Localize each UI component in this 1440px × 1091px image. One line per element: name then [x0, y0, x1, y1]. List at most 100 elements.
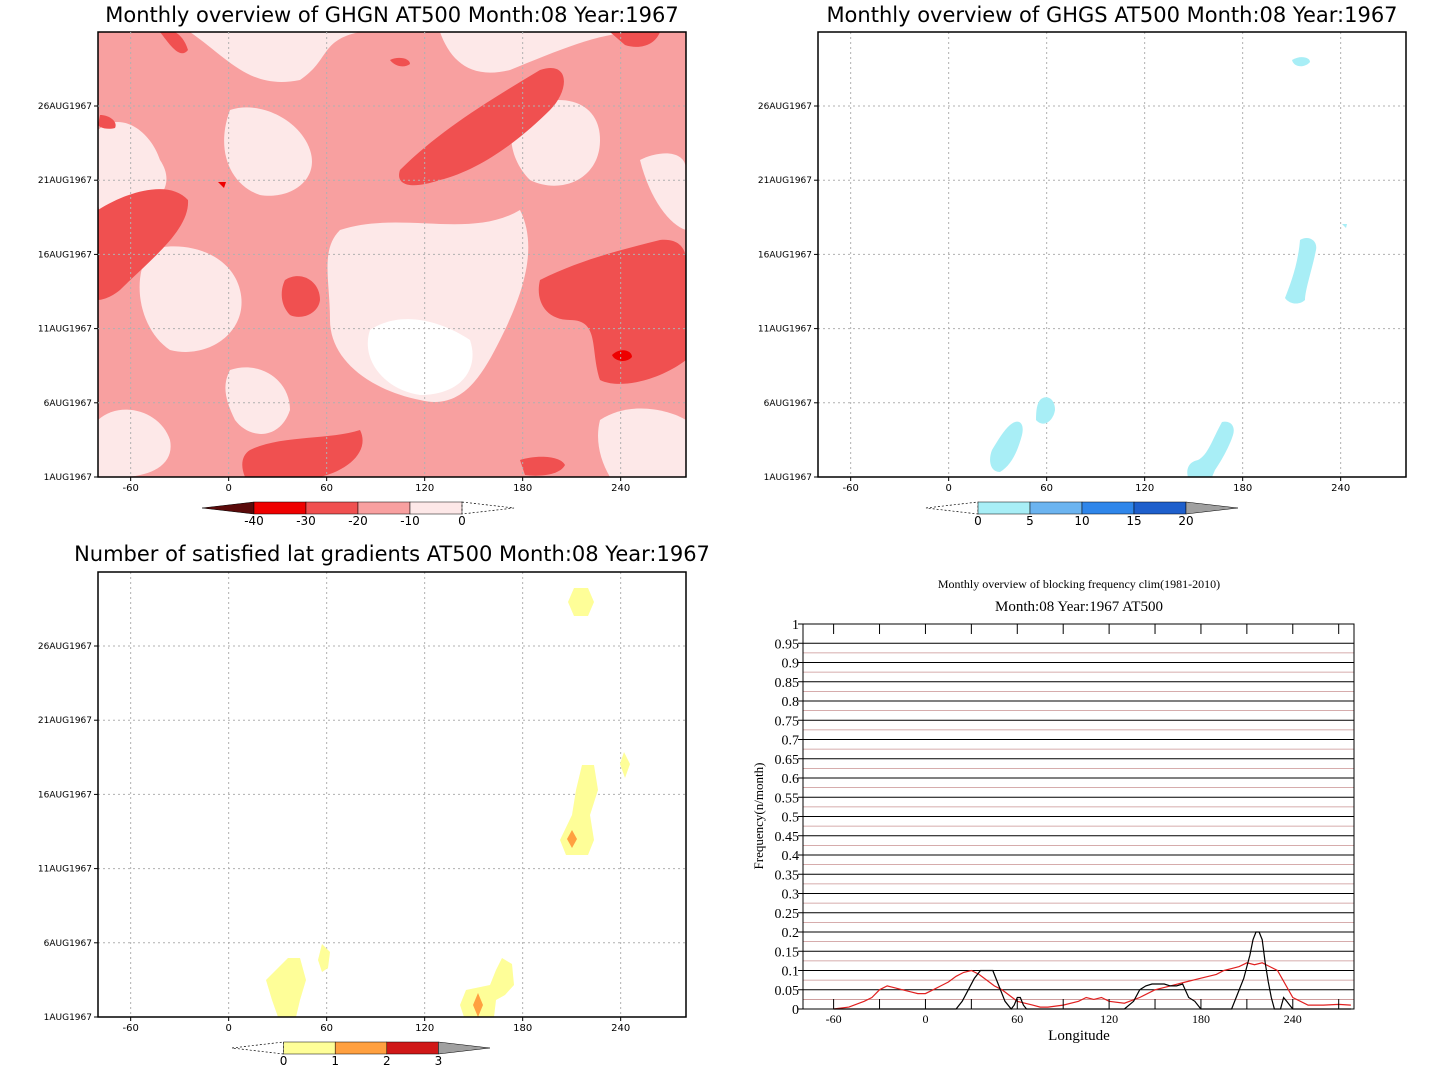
x-tick-label: 60 — [1040, 483, 1053, 494]
y-tick-label: 11AUG1967 — [38, 325, 92, 335]
colorbar-swatch — [283, 1041, 336, 1055]
x-tick-label: 240 — [611, 1023, 630, 1034]
y-tick-label: 11AUG1967 — [758, 325, 812, 335]
y-tick-label: 16AUG1967 — [38, 790, 92, 800]
colorbar-swatch — [386, 1041, 439, 1055]
y-tick-label: 6AUG1967 — [764, 399, 812, 409]
y-tick-label: 0.35 — [775, 868, 800, 883]
x-tick-label: 60 — [320, 1023, 333, 1034]
panel-lat-gradients: Number of satisfied lat gradients AT500 … — [38, 542, 710, 1068]
colorbar-swatch — [357, 501, 411, 515]
y-tick-label: 0.1 — [782, 965, 800, 980]
panel-blocking-frequency: Monthly overview of blocking frequency c… — [751, 577, 1355, 1044]
y-tick-label: 16AUG1967 — [758, 250, 812, 260]
colorbar-tick-label: 5 — [1026, 514, 1034, 528]
y-tick-label: 21AUG1967 — [758, 176, 812, 186]
colorbar-tick-label: 10 — [1074, 514, 1089, 528]
y-tick-label: 0.9 — [782, 657, 800, 672]
y-tick-label: 0.8 — [782, 695, 800, 710]
colorbar-swatch — [1081, 501, 1135, 515]
x-tick-label: 240 — [1331, 483, 1350, 494]
line-chart-ylabel: Frequency(n/month) — [751, 763, 766, 870]
colorbar-tick-label: 0 — [974, 514, 982, 528]
colorbar-min-arrow — [231, 1041, 284, 1055]
colorbar-tick-label: -10 — [400, 514, 420, 528]
colorbar-tick-label: 0 — [280, 1054, 288, 1068]
x-tick-label: 240 — [1284, 1012, 1302, 1026]
colorbar-swatch — [1029, 501, 1083, 515]
colorbar-swatch — [409, 501, 463, 515]
x-tick-label: 120 — [1135, 483, 1154, 494]
y-tick-label: 1AUG1967 — [44, 473, 92, 483]
panel-lat-gradients-title: Number of satisfied lat gradients AT500 … — [74, 542, 710, 566]
line-chart-xlabel: Longitude — [1048, 1028, 1110, 1044]
x-tick-label: 0 — [225, 1023, 231, 1034]
colorbar-min-arrow — [925, 501, 979, 515]
x-tick-label: 0 — [922, 1012, 928, 1026]
line-chart-title: Monthly overview of blocking frequency c… — [938, 577, 1220, 591]
x-tick-label: 180 — [1233, 483, 1252, 494]
y-tick-label: 26AUG1967 — [758, 102, 812, 112]
y-tick-label: 0.05 — [775, 984, 800, 999]
colorbar-swatch — [1133, 501, 1187, 515]
x-tick-label: 0 — [945, 483, 951, 494]
colorbar-tick-label: 3 — [435, 1054, 443, 1068]
lat-gradients-field — [266, 588, 630, 1017]
colorbar-tick-label: 0 — [458, 514, 466, 528]
y-tick-label: 21AUG1967 — [38, 176, 92, 186]
ghgs-field — [990, 57, 1347, 477]
colorbar-swatch — [305, 501, 359, 515]
x-tick-label: 180 — [1192, 1012, 1210, 1026]
y-tick-label: 1AUG1967 — [44, 1013, 92, 1023]
y-tick-label: 0.65 — [775, 753, 800, 768]
y-tick-label: 0.5 — [782, 811, 800, 826]
colorbar-min-arrow — [201, 501, 255, 515]
y-tick-label: 26AUG1967 — [38, 642, 92, 652]
y-tick-label: 16AUG1967 — [38, 250, 92, 260]
x-tick-label: 0 — [225, 483, 231, 494]
y-tick-label: 21AUG1967 — [38, 716, 92, 726]
colorbar-max-arrow — [438, 1041, 491, 1055]
y-tick-label: 1 — [792, 618, 799, 633]
panel-ghgs: Monthly overview of GHGS AT500 Month:08 … — [758, 3, 1407, 528]
x-tick-label: 60 — [320, 483, 333, 494]
y-tick-label: 0.2 — [782, 926, 800, 941]
x-tick-label: 120 — [415, 1023, 434, 1034]
colorbar-max-arrow — [461, 501, 515, 515]
x-tick-label: 180 — [513, 483, 532, 494]
x-tick-label: 120 — [1100, 1012, 1118, 1026]
y-tick-label: 0 — [792, 1003, 799, 1018]
colorbar-swatch — [253, 501, 307, 515]
colorbar-swatch — [977, 501, 1031, 515]
x-tick-label: -60 — [826, 1012, 842, 1026]
colorbar-tick-label: 20 — [1178, 514, 1193, 528]
y-tick-label: 0.4 — [782, 849, 800, 864]
y-tick-label: 0.45 — [775, 830, 800, 845]
y-tick-label: 0.3 — [782, 888, 800, 903]
colorbar-tick-label: -40 — [244, 514, 264, 528]
colorbar-max-arrow — [1185, 501, 1239, 515]
colorbar-tick-label: 15 — [1126, 514, 1141, 528]
x-tick-label: -60 — [842, 483, 858, 494]
series-line-black — [833, 931, 1351, 1010]
x-tick-label: 60 — [1011, 1012, 1023, 1026]
y-tick-label: 11AUG1967 — [38, 865, 92, 875]
y-tick-label: 26AUG1967 — [38, 102, 92, 112]
y-tick-label: 0.15 — [775, 945, 800, 960]
x-tick-label: 180 — [513, 1023, 532, 1034]
x-tick-label: 120 — [415, 483, 434, 494]
y-tick-label: 0.95 — [775, 637, 800, 652]
colorbar-tick-label: 1 — [331, 1054, 339, 1068]
colorbar-tick-label: -30 — [296, 514, 316, 528]
y-tick-label: 0.55 — [775, 791, 800, 806]
colorbar-tick-label: -20 — [348, 514, 368, 528]
ghgn-field — [98, 32, 686, 477]
panel-ghgs-title: Monthly overview of GHGS AT500 Month:08 … — [826, 3, 1397, 27]
panel-ghgn: Monthly overview of GHGN AT500 Month:08 … — [38, 3, 687, 528]
y-tick-label: 0.75 — [775, 714, 800, 729]
y-tick-label: 0.85 — [775, 676, 800, 691]
x-tick-label: -60 — [122, 1023, 138, 1034]
y-tick-label: 0.25 — [775, 907, 800, 922]
y-tick-label: 1AUG1967 — [764, 473, 812, 483]
